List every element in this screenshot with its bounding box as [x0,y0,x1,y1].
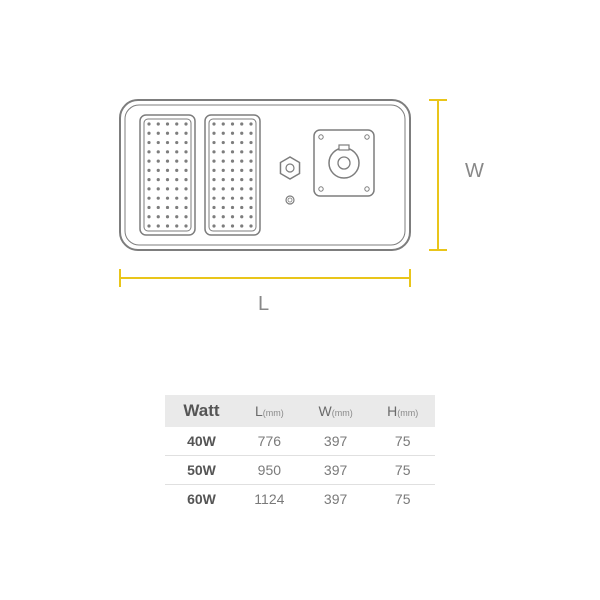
cell-watt: 60W [165,485,238,514]
cell-H: 75 [370,456,435,485]
cell-W: 397 [301,456,371,485]
canvas: W L Watt L(mm) W(mm) H(mm) [0,0,600,600]
table-row: 60W 1124 397 75 [165,485,435,514]
table-row: 40W 776 397 75 [165,427,435,456]
cell-watt: 40W [165,427,238,456]
table-row: 50W 950 397 75 [165,456,435,485]
cell-watt: 50W [165,456,238,485]
cell-L: 776 [238,427,301,456]
cell-W: 397 [301,427,371,456]
cell-L: 950 [238,456,301,485]
col-L: L(mm) [238,395,301,427]
cell-W: 397 [301,485,371,514]
product-diagram [0,0,600,360]
cell-H: 75 [370,427,435,456]
dim-label-L: L [258,293,269,316]
dim-label-W: W [465,160,484,183]
cell-H: 75 [370,485,435,514]
spec-table: Watt L(mm) W(mm) H(mm) 40W 776 397 [165,395,435,513]
col-W: W(mm) [301,395,371,427]
cell-L: 1124 [238,485,301,514]
col-watt: Watt [165,395,238,427]
col-H: H(mm) [370,395,435,427]
